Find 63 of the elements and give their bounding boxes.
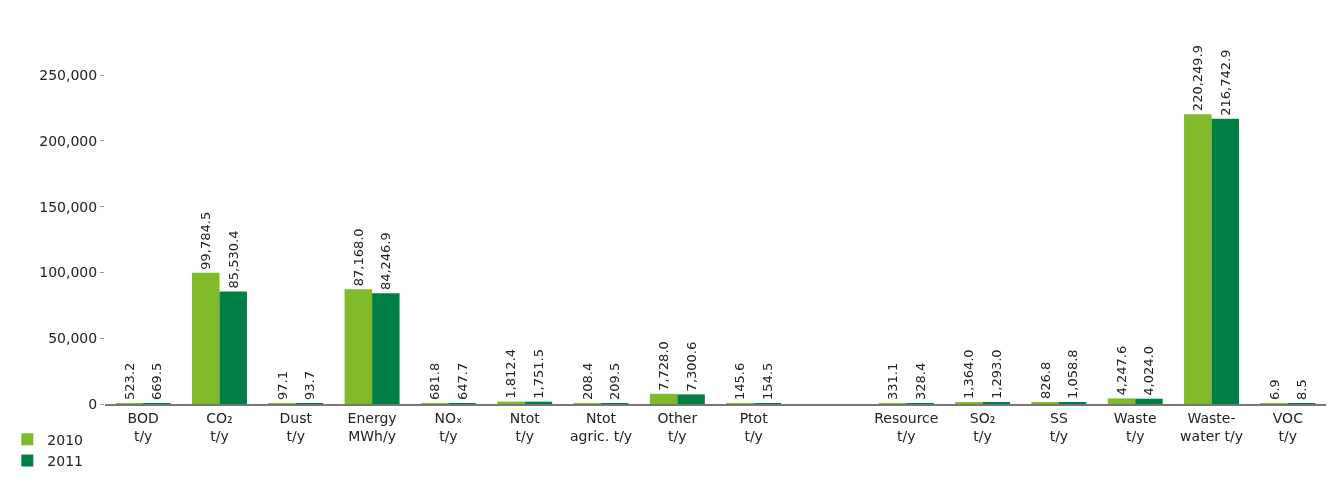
- bar: [344, 289, 373, 404]
- data-label: 85,530.4: [225, 230, 241, 289]
- data-label: 1,058.8: [1065, 349, 1081, 399]
- data-label: 7,300.6: [683, 341, 699, 392]
- x-tick-label: VOC t/y: [1272, 409, 1304, 444]
- x-tick-label: Resource t/y: [874, 409, 939, 444]
- data-label: 647.7: [454, 362, 470, 400]
- bar: [372, 293, 400, 404]
- data-label: 331.1: [885, 362, 901, 400]
- data-label: 1,364.0: [961, 349, 977, 399]
- data-label: 1,751.5: [530, 349, 546, 399]
- data-label: 93.7: [302, 371, 318, 400]
- legend-label: 2011: [47, 453, 83, 469]
- data-label: 4,024.0: [1141, 346, 1157, 396]
- bar: [677, 394, 705, 404]
- y-tick-label: 50,000: [48, 330, 98, 347]
- y-tick-label: 150,000: [39, 198, 98, 215]
- y-tick-label: 100,000: [39, 264, 98, 281]
- data-label: 216,742.9: [1217, 49, 1233, 116]
- data-label: 7,728.0: [656, 341, 672, 391]
- y-tick-label: 0: [88, 395, 98, 412]
- data-label: 6.9: [1266, 379, 1282, 400]
- data-label: 154.5: [759, 362, 775, 400]
- bar: [1135, 398, 1163, 404]
- data-label: 8.5: [1294, 379, 1310, 400]
- bar: [649, 393, 678, 404]
- x-tick-label: BOD t/y: [127, 409, 159, 444]
- data-label: 84,246.9: [378, 232, 394, 291]
- bar: [1107, 398, 1136, 404]
- data-label: 669.5: [149, 362, 165, 400]
- x-tick-label: Other t/y: [657, 409, 698, 444]
- data-label: 87,168.0: [350, 228, 366, 287]
- x-tick-label: NOₓ t/y: [434, 409, 463, 444]
- bar: [219, 291, 247, 404]
- x-tick-label: Energy MWh/y: [347, 409, 397, 444]
- data-label: 209.5: [607, 362, 623, 400]
- x-tick-label: Waste- water t/y: [1180, 409, 1243, 444]
- data-label: 97.1: [274, 371, 290, 400]
- data-label: 220,249.9: [1190, 44, 1206, 112]
- bar: [1184, 114, 1212, 404]
- x-tick-label: CO₂ t/y: [206, 409, 233, 444]
- x-tick-label: SO₂ t/y: [969, 409, 996, 444]
- legend-label: 2010: [47, 431, 83, 448]
- data-label: 4,247.6: [1113, 345, 1129, 396]
- data-label: 328.4: [912, 362, 928, 400]
- data-label: 208.4: [579, 362, 595, 400]
- x-tick-label: Waste t/y: [1113, 409, 1157, 444]
- data-label: 1,293.0: [988, 349, 1004, 399]
- data-label: 681.8: [427, 362, 443, 400]
- y-tick-label: 250,000: [39, 66, 98, 83]
- data-label: 1,812.4: [503, 348, 519, 399]
- bar: [1211, 118, 1239, 404]
- data-label: 523.2: [121, 362, 137, 400]
- x-tick-label: SS t/y: [1049, 409, 1069, 444]
- x-tick-label: Ntot agric. t/y: [569, 409, 633, 444]
- y-tick-label: 200,000: [39, 132, 98, 149]
- data-label: 99,784.5: [198, 211, 214, 270]
- bar: [192, 272, 220, 404]
- x-tick-label: Ptot t/y: [739, 409, 769, 444]
- x-tick-label: Ntot t/y: [509, 409, 541, 444]
- x-tick-label: Dust t/y: [279, 409, 313, 444]
- data-label: 145.6: [732, 362, 748, 400]
- data-label: 826.8: [1037, 361, 1053, 399]
